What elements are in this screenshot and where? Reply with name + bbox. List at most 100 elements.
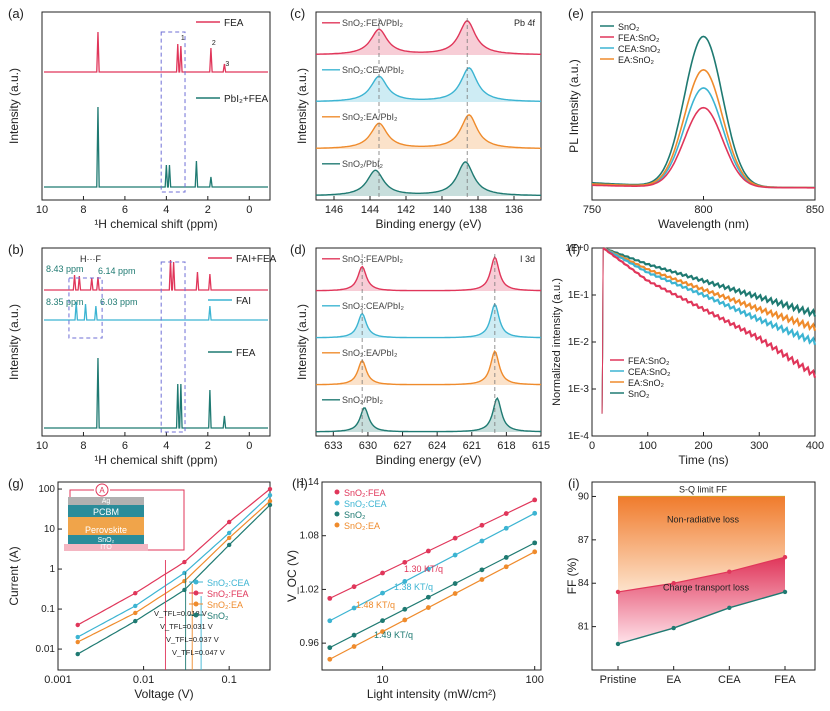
ff-line-actual bbox=[617, 591, 786, 645]
x-tick-label: Pristine bbox=[600, 674, 637, 686]
x-tick-label: 4 bbox=[163, 204, 169, 216]
peak-fill bbox=[316, 257, 541, 291]
y-tick-label: 1E-3 bbox=[568, 384, 590, 395]
y-axis-label: PL Intensity (a.u.) bbox=[567, 59, 581, 153]
y-tick-label: 1E+0 bbox=[565, 243, 589, 254]
x-tick-label: 144 bbox=[361, 204, 379, 216]
x-tick-label: 140 bbox=[433, 204, 451, 216]
x-axis-label: Voltage (V) bbox=[134, 687, 193, 701]
data-point bbox=[351, 584, 357, 590]
legend-marker bbox=[334, 500, 340, 506]
x-tick-label: 0.1 bbox=[222, 674, 237, 686]
panel-f-frame bbox=[591, 247, 816, 437]
xps-spectrum-0 bbox=[316, 20, 541, 55]
legend-text: SnO₂ bbox=[344, 510, 366, 520]
data-point bbox=[532, 510, 538, 516]
legend-text: SnO₂:CEA bbox=[207, 578, 250, 588]
y-tick-label: 10 bbox=[44, 524, 56, 535]
data-point bbox=[327, 618, 333, 624]
data-point bbox=[351, 605, 357, 611]
x-axis-label: ¹H chemical shift (ppm) bbox=[94, 217, 217, 231]
panel-d-label: (d) bbox=[290, 242, 306, 257]
data-point bbox=[75, 639, 80, 645]
annotation: 6.03 ppm bbox=[100, 297, 138, 307]
nmr-spectrum-1 bbox=[44, 106, 268, 188]
x-axis-label: Binding energy (eV) bbox=[375, 453, 481, 467]
xps-spectrum-2 bbox=[315, 349, 542, 386]
xps-spectrum-2 bbox=[316, 114, 541, 149]
data-point bbox=[267, 493, 273, 498]
y-tick-label: 1E-1 bbox=[568, 290, 590, 301]
x-axis-label: ¹H chemical shift (ppm) bbox=[94, 453, 217, 467]
y-tick-label: 0.96 bbox=[300, 638, 320, 649]
legend-marker bbox=[334, 489, 340, 495]
nmr-spectrum-1 bbox=[44, 301, 268, 321]
peak-fill bbox=[316, 21, 541, 55]
x-axis-label: Light intensity (mW/cm²) bbox=[367, 687, 496, 701]
data-point bbox=[380, 590, 385, 596]
panel-g-frame bbox=[57, 481, 271, 671]
nmr-spectrum-2 bbox=[44, 357, 268, 429]
peak-label: 3 bbox=[225, 61, 229, 68]
device-layer-label: Ag bbox=[102, 498, 111, 505]
y-tick-label: 87 bbox=[578, 535, 590, 546]
legend-text: SnO₂ bbox=[618, 22, 640, 32]
annotation: 6.14 ppm bbox=[98, 266, 136, 276]
y-axis-label: Intensity (a.u.) bbox=[295, 68, 309, 144]
vtfl-label: V_TFL=0.031 V bbox=[160, 622, 213, 631]
y-axis-label: Intensity (a.u.) bbox=[295, 304, 309, 380]
data-point bbox=[452, 535, 458, 541]
data-point bbox=[75, 651, 80, 657]
y-axis-label: V_OC (V) bbox=[285, 550, 299, 602]
panel-d-frame bbox=[315, 247, 542, 437]
x-tick-label: 6 bbox=[122, 440, 128, 452]
slope-label: 1.30 KT/q bbox=[404, 564, 443, 574]
panel-b-frame bbox=[41, 247, 271, 437]
data-point bbox=[133, 603, 138, 609]
panel-h-frame bbox=[321, 481, 542, 671]
x-tick-label: 0 bbox=[589, 440, 595, 452]
panel-b-label: (b) bbox=[8, 242, 24, 257]
legend-text: FAI bbox=[236, 296, 251, 307]
peak-fill bbox=[316, 304, 541, 338]
data-point bbox=[452, 591, 458, 596]
legend-text: SnO₂ bbox=[207, 611, 229, 621]
legend-marker bbox=[334, 522, 340, 528]
x-tick-label: 10 bbox=[36, 440, 48, 452]
x-tick-label: 624 bbox=[428, 440, 446, 452]
decay-curve-2 bbox=[602, 247, 817, 332]
legend-text: SnO₂:EA bbox=[344, 521, 380, 531]
series-name: SnO₂:FEA/PbI₂ bbox=[342, 254, 404, 264]
y-axis-label: Intensity (a.u.) bbox=[7, 68, 21, 144]
data-point bbox=[402, 617, 408, 623]
panel-f-label: (f) bbox=[568, 242, 580, 257]
y-tick-label: 84 bbox=[578, 578, 590, 589]
series-name: SnO₂:EA/PbI₂ bbox=[342, 112, 398, 122]
x-axis-label: Wavelength (nm) bbox=[658, 217, 749, 231]
x-tick-label: 400 bbox=[806, 440, 824, 452]
data-point bbox=[133, 618, 138, 624]
data-point bbox=[226, 535, 232, 541]
y-tick-label: 0.1 bbox=[41, 604, 55, 615]
data-point bbox=[532, 497, 538, 503]
data-point bbox=[402, 579, 408, 584]
data-point bbox=[351, 632, 357, 638]
peak-fill bbox=[316, 67, 541, 102]
data-point bbox=[402, 559, 408, 565]
data-point bbox=[425, 548, 431, 554]
x-tick-label: 618 bbox=[497, 440, 515, 452]
legend-text: FEA:SnO₂ bbox=[618, 33, 660, 43]
fit-line bbox=[329, 512, 535, 622]
x-tick-label: 146 bbox=[325, 204, 343, 216]
device-layer bbox=[68, 517, 144, 535]
y-tick-label: 1.14 bbox=[300, 477, 320, 488]
x-axis-label: Binding energy (eV) bbox=[375, 217, 481, 231]
data-point bbox=[479, 538, 485, 544]
data-point bbox=[327, 595, 333, 601]
legend-text: SnO₂:CEA bbox=[344, 499, 387, 509]
vtfl-label: V_TFL=0.047 V bbox=[172, 648, 225, 657]
data-point bbox=[75, 622, 80, 628]
device-layer bbox=[68, 497, 144, 505]
nmr-spectrum-0 bbox=[44, 31, 268, 73]
